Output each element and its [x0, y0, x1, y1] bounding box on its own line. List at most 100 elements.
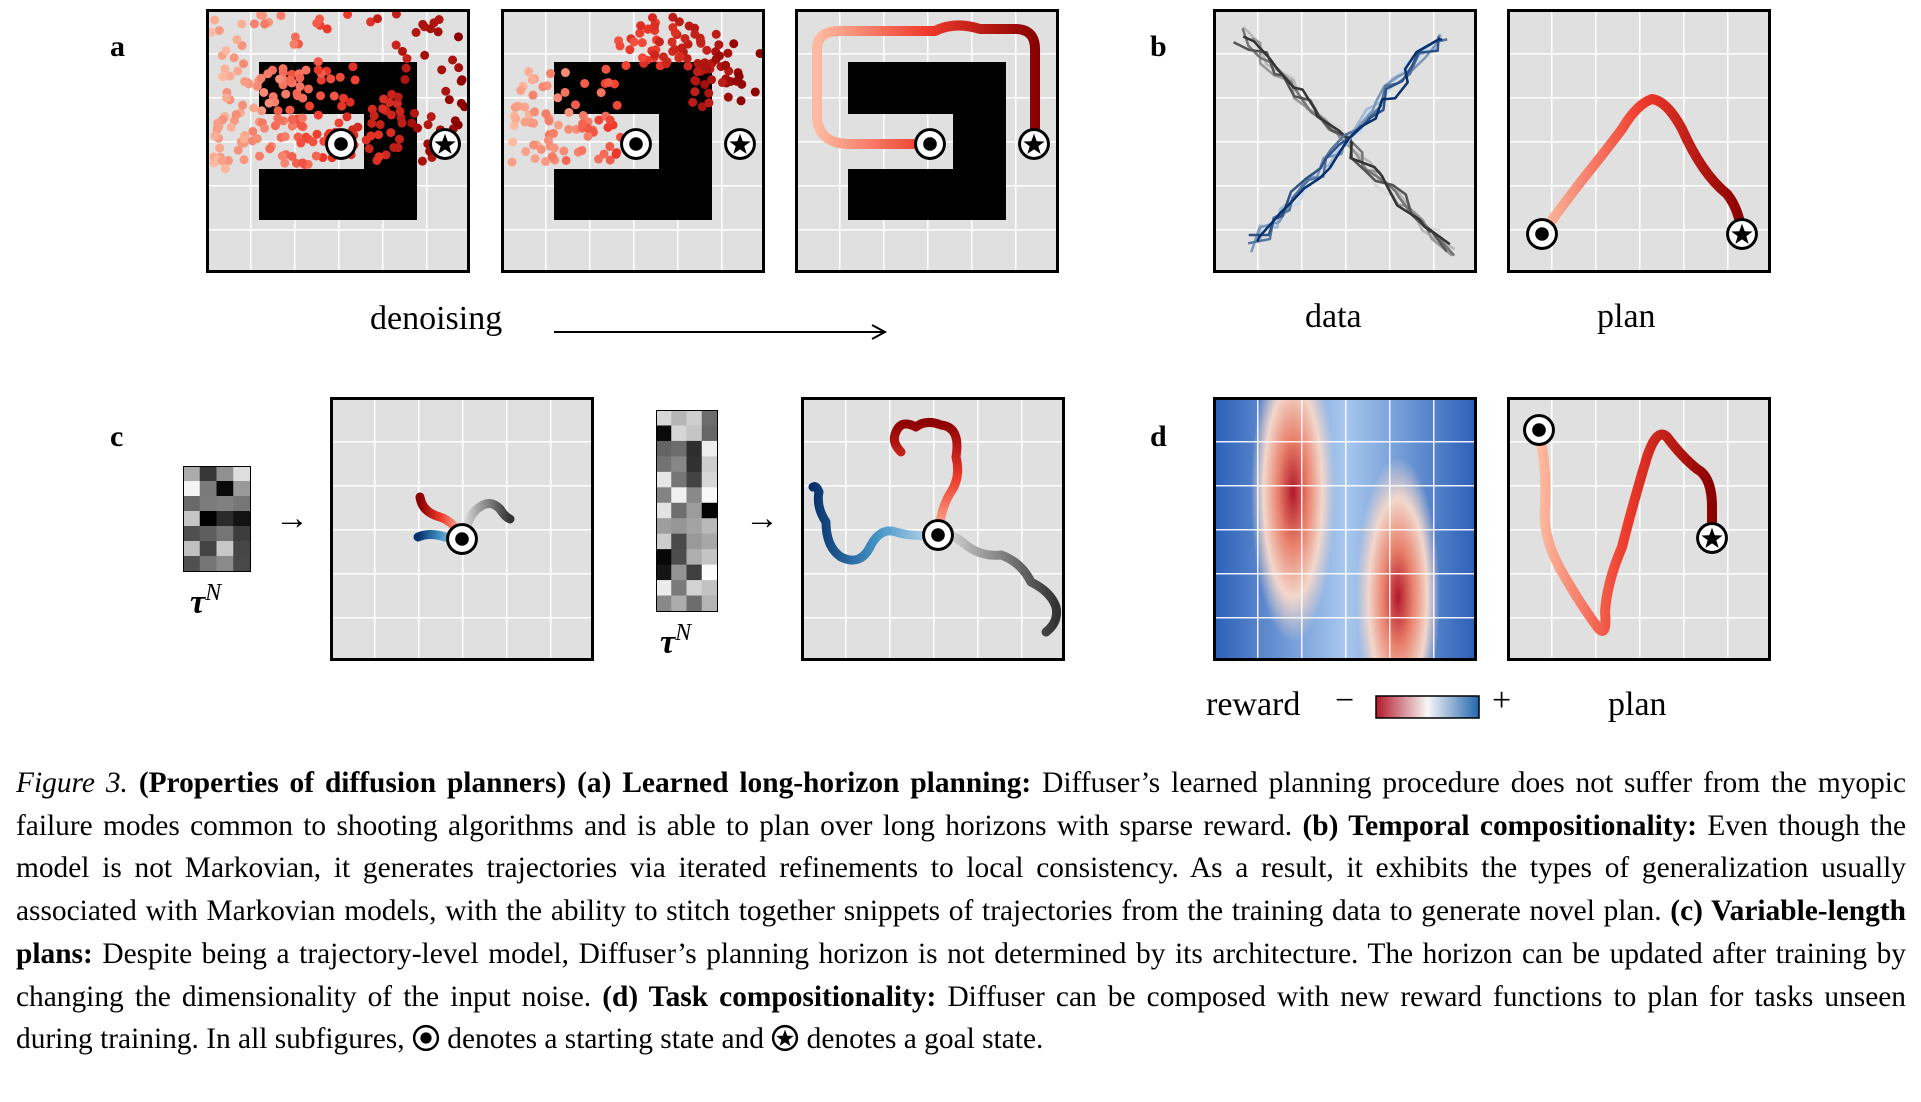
sample-dot — [233, 145, 243, 155]
noise-cell — [701, 580, 718, 597]
sample-dot — [239, 134, 249, 144]
sample-dot — [375, 120, 385, 130]
sample-dot — [704, 98, 714, 108]
sample-dot — [386, 110, 396, 120]
sample-dot — [571, 100, 581, 110]
sample-dot — [292, 88, 302, 98]
sample-dot — [221, 46, 231, 56]
training-trajectories — [1233, 25, 1456, 257]
maze-panel-partially-denoised — [501, 9, 765, 273]
noise-cell — [671, 564, 687, 581]
noise-cell — [183, 496, 201, 512]
sample-dot — [615, 41, 625, 51]
sample-dot — [386, 128, 396, 138]
sample-dot — [326, 74, 336, 84]
noise-cell — [183, 481, 201, 497]
noise-cell — [686, 410, 703, 426]
panel-label-a: a — [110, 30, 125, 63]
sample-dot — [648, 13, 658, 23]
sample-dot — [564, 124, 574, 134]
plan-label-b: plan — [1597, 298, 1656, 335]
sample-dot — [238, 100, 248, 110]
sample-dot — [545, 69, 555, 79]
noise-cell — [671, 487, 687, 504]
sample-dot — [397, 118, 407, 128]
sample-dot — [295, 73, 305, 83]
sample-dot — [237, 19, 247, 29]
noise-cell — [216, 511, 234, 527]
sample-dot — [374, 130, 384, 140]
noise-cell — [671, 533, 687, 550]
sample-dot — [605, 115, 615, 125]
sample-dot — [378, 104, 388, 114]
sample-dot — [381, 150, 391, 160]
sample-dot — [423, 120, 433, 130]
sample-dot — [561, 155, 571, 165]
reward-plus: + — [1492, 682, 1512, 719]
noise-cell — [183, 511, 201, 527]
noise-cell — [199, 466, 217, 482]
noise-cell — [233, 526, 251, 542]
sample-dot — [280, 158, 290, 168]
sample-dot — [214, 26, 224, 36]
sample-dot — [426, 112, 436, 122]
sample-dot — [680, 33, 690, 43]
sample-dot — [507, 157, 517, 167]
sample-dot — [391, 40, 401, 50]
sample-dot — [389, 142, 399, 152]
sample-dot — [280, 132, 290, 142]
sample-dot — [260, 123, 270, 133]
sample-dot — [524, 67, 534, 77]
sample-dot — [273, 106, 283, 116]
sample-dot — [661, 59, 671, 69]
sample-dot — [594, 115, 604, 125]
sample-dot — [560, 87, 570, 97]
sample-dot — [441, 86, 451, 96]
arrow-icon: → — [275, 500, 309, 537]
caption-a-head: (a) Learned long-horizon planning: — [577, 767, 1032, 799]
start-state-icon — [914, 128, 946, 160]
sample-dot — [397, 46, 407, 56]
noise-cell — [701, 502, 718, 519]
noise-cell — [701, 410, 718, 426]
noise-cell — [656, 440, 672, 457]
sample-dot — [265, 144, 275, 154]
sample-dot — [635, 28, 645, 38]
sample-dot — [418, 19, 428, 29]
sample-dot — [316, 91, 326, 101]
noise-cell — [686, 471, 703, 488]
start-state-icon — [1523, 414, 1555, 446]
noise-cell — [183, 556, 201, 572]
sample-dot — [215, 143, 225, 153]
sample-dot — [289, 39, 299, 49]
noise-cell — [233, 511, 251, 527]
maze-panel-noisy — [206, 9, 470, 273]
start-state-icon — [1526, 218, 1558, 250]
sample-dot — [605, 141, 615, 151]
reward-map-panel — [1213, 397, 1477, 661]
sample-dot — [453, 120, 463, 130]
noise-input-long — [656, 410, 718, 612]
panel-label-c: c — [110, 420, 124, 453]
figure-caption: Figure 3. (Properties of diffusion plann… — [16, 762, 1906, 1061]
sample-dot — [259, 87, 269, 97]
sample-dot — [413, 123, 423, 133]
sample-dot — [536, 144, 546, 154]
noise-cell — [686, 456, 703, 473]
short-plan-panel — [330, 397, 594, 661]
sample-dot — [322, 24, 332, 34]
tau-label-short: τN — [190, 580, 222, 621]
noise-cell — [216, 481, 234, 497]
denoising-label: denoising — [370, 300, 503, 337]
sample-dot — [530, 107, 540, 117]
sample-dot — [257, 106, 267, 116]
noise-cell — [199, 481, 217, 497]
sample-dot — [239, 59, 249, 69]
sample-dot — [750, 87, 760, 97]
sample-dot — [343, 9, 353, 19]
caption-b-head: (b) Temporal compositionality: — [1302, 809, 1698, 842]
sample-dot — [529, 140, 539, 150]
sample-dot — [667, 37, 677, 47]
sample-dot — [298, 158, 308, 168]
sample-dot — [311, 151, 321, 161]
